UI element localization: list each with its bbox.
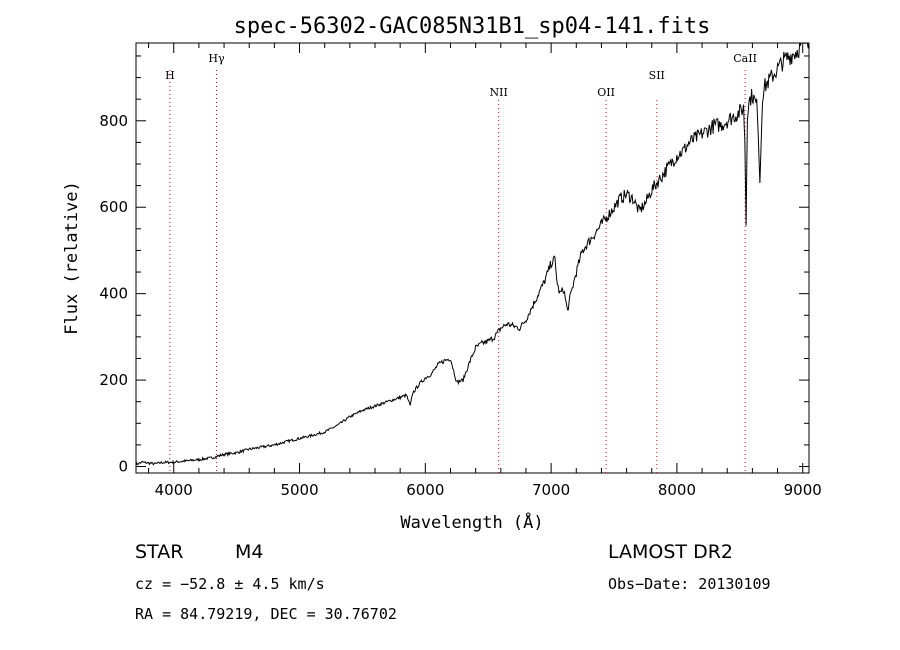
plot-area <box>135 42 810 474</box>
spectrum-info: STAR M4 LAMOST DR2 cz = −52.8 ± 4.5 km/s… <box>135 541 771 623</box>
x-tick-label: 9000 <box>784 481 822 499</box>
spectral-line-label: H <box>165 69 175 82</box>
x-tick-label: 5000 <box>280 481 318 499</box>
obs-date: Obs−Date: 20130109 <box>608 575 771 593</box>
y-axis-label: Flux (relative) <box>62 181 82 335</box>
plot-frame <box>135 42 810 474</box>
spectral-line-markers: H Hγ NII OII SII CaII <box>165 52 757 473</box>
coordinates: RA = 84.79219, DEC = 30.76702 <box>135 605 397 623</box>
object-type: STAR <box>135 541 183 563</box>
x-tick-label: 7000 <box>532 481 570 499</box>
y-tick-label: 0 <box>118 458 128 476</box>
spectral-line-label: NII <box>490 86 508 99</box>
y-tick-label: 800 <box>99 112 128 130</box>
y-tick-label: 400 <box>99 285 128 303</box>
y-tick-label: 200 <box>99 371 128 389</box>
redshift-value: cz = −52.8 ± 4.5 km/s <box>135 575 325 593</box>
spectral-line-label: OII <box>597 86 615 99</box>
spectral-line-label: Hγ <box>208 52 225 65</box>
spectral-line-label: SII <box>649 69 665 82</box>
x-tick-label: 4000 <box>155 481 193 499</box>
x-tick-label: 6000 <box>406 481 444 499</box>
spectral-line-label: CaII <box>733 52 757 65</box>
axis-ticks: 4000 5000 6000 7000 8000 9000 0 200 400 600 800 <box>99 43 822 499</box>
y-tick-label: 600 <box>99 198 128 216</box>
x-tick-label: 8000 <box>658 481 696 499</box>
survey-name: LAMOST DR2 <box>608 541 733 563</box>
subclass: M4 <box>235 541 263 563</box>
spectrum-line <box>135 42 810 466</box>
chart-title: spec-56302-GAC085N31B1_sp04-141.fits <box>234 14 711 39</box>
x-axis-label: Wavelength (Å) <box>400 511 543 533</box>
